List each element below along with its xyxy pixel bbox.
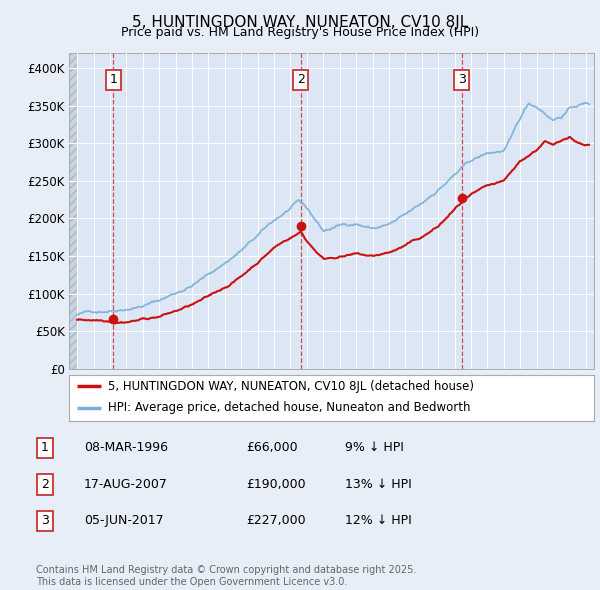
Text: £227,000: £227,000 xyxy=(246,514,305,527)
Text: 2: 2 xyxy=(41,478,49,491)
Text: 5, HUNTINGDON WAY, NUNEATON, CV10 8JL (detached house): 5, HUNTINGDON WAY, NUNEATON, CV10 8JL (d… xyxy=(109,379,475,393)
Bar xyxy=(69,53,77,369)
Text: 12% ↓ HPI: 12% ↓ HPI xyxy=(345,514,412,527)
Text: 08-MAR-1996: 08-MAR-1996 xyxy=(84,441,168,454)
Text: 05-JUN-2017: 05-JUN-2017 xyxy=(84,514,164,527)
Text: HPI: Average price, detached house, Nuneaton and Bedworth: HPI: Average price, detached house, Nune… xyxy=(109,401,471,414)
Text: 5, HUNTINGDON WAY, NUNEATON, CV10 8JL: 5, HUNTINGDON WAY, NUNEATON, CV10 8JL xyxy=(132,15,468,30)
Text: 1: 1 xyxy=(109,73,117,86)
Text: 17-AUG-2007: 17-AUG-2007 xyxy=(84,478,168,491)
Text: 1: 1 xyxy=(41,441,49,454)
Text: 2: 2 xyxy=(297,73,305,86)
Text: Price paid vs. HM Land Registry's House Price Index (HPI): Price paid vs. HM Land Registry's House … xyxy=(121,26,479,39)
Text: 3: 3 xyxy=(458,73,466,86)
Text: £190,000: £190,000 xyxy=(246,478,305,491)
Text: 13% ↓ HPI: 13% ↓ HPI xyxy=(345,478,412,491)
Text: Contains HM Land Registry data © Crown copyright and database right 2025.
This d: Contains HM Land Registry data © Crown c… xyxy=(36,565,416,587)
Text: 3: 3 xyxy=(41,514,49,527)
Text: £66,000: £66,000 xyxy=(246,441,298,454)
Text: 9% ↓ HPI: 9% ↓ HPI xyxy=(345,441,404,454)
